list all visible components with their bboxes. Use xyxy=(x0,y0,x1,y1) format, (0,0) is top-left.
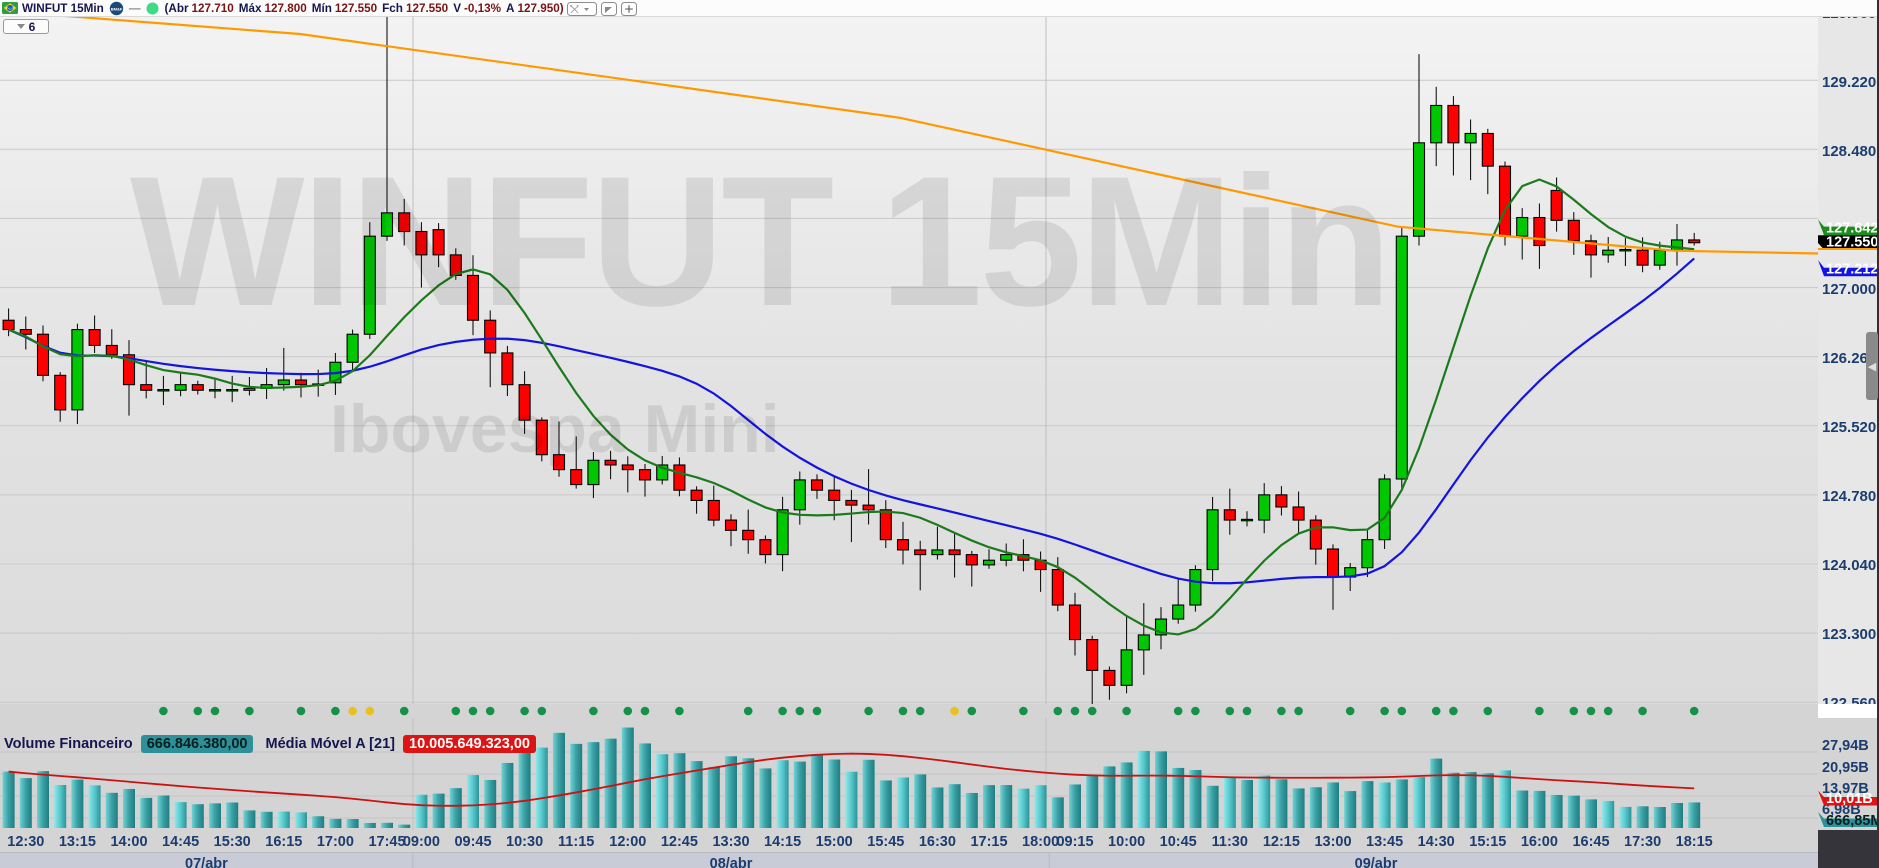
svg-text:16:45: 16:45 xyxy=(1572,834,1609,850)
svg-text:09:00: 09:00 xyxy=(403,834,440,850)
svg-text:666,85M: 666,85M xyxy=(1826,813,1879,829)
svg-text:17:00: 17:00 xyxy=(317,834,354,850)
svg-text:12:45: 12:45 xyxy=(661,834,698,850)
svg-text:13:00: 13:00 xyxy=(1314,834,1351,850)
svg-text:14:15: 14:15 xyxy=(764,834,801,850)
svg-text:12:15: 12:15 xyxy=(1263,834,1300,850)
svg-text:11:15: 11:15 xyxy=(558,834,594,850)
svg-text:16:15: 16:15 xyxy=(265,834,302,850)
svg-text:14:00: 14:00 xyxy=(110,834,147,850)
svg-text:15:00: 15:00 xyxy=(816,834,853,850)
svg-text:08/abr: 08/abr xyxy=(710,856,753,868)
svg-text:09/abr: 09/abr xyxy=(1355,856,1398,868)
svg-text:10:30: 10:30 xyxy=(506,834,543,850)
svg-text:11:30: 11:30 xyxy=(1212,834,1248,850)
svg-text:13:45: 13:45 xyxy=(1366,834,1403,850)
svg-text:18:00: 18:00 xyxy=(1022,834,1059,850)
svg-text:127.550: 127.550 xyxy=(1826,235,1878,251)
svg-text:16:00: 16:00 xyxy=(1521,834,1558,850)
svg-text:17:45: 17:45 xyxy=(368,834,405,850)
svg-text:16:30: 16:30 xyxy=(919,834,956,850)
svg-text:07/abr: 07/abr xyxy=(185,856,228,868)
svg-text:15:15: 15:15 xyxy=(1469,834,1506,850)
svg-text:18:15: 18:15 xyxy=(1676,834,1713,850)
svg-text:09:15: 09:15 xyxy=(1056,834,1093,850)
svg-text:14:30: 14:30 xyxy=(1418,834,1455,850)
svg-text:BM&F: BM&F xyxy=(111,6,123,11)
svg-text:15:30: 15:30 xyxy=(214,834,251,850)
svg-text:12:00: 12:00 xyxy=(609,834,646,850)
svg-text:10:00: 10:00 xyxy=(1108,834,1145,850)
svg-text:127.212: 127.212 xyxy=(1826,262,1878,278)
svg-text:13:15: 13:15 xyxy=(59,834,96,850)
svg-text:10:45: 10:45 xyxy=(1160,834,1197,850)
svg-text:14:45: 14:45 xyxy=(162,834,199,850)
svg-text:15:45: 15:45 xyxy=(867,834,904,850)
svg-text:10,01B: 10,01B xyxy=(1826,791,1873,807)
svg-text:17:30: 17:30 xyxy=(1624,834,1661,850)
svg-text:13:30: 13:30 xyxy=(712,834,749,850)
svg-text:09:45: 09:45 xyxy=(454,834,491,850)
svg-text:17:15: 17:15 xyxy=(970,834,1007,850)
svg-text:12:30: 12:30 xyxy=(7,834,44,850)
